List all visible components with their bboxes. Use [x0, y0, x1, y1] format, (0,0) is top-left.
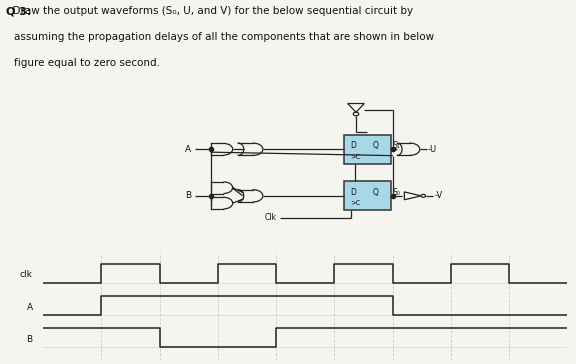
Text: figure equal to zero second.: figure equal to zero second. [14, 58, 160, 68]
Text: D: D [350, 188, 356, 197]
Text: -V: -V [434, 191, 442, 200]
FancyBboxPatch shape [344, 181, 391, 210]
Text: >C: >C [350, 154, 360, 159]
Text: Clk: Clk [264, 213, 276, 222]
Text: -U: -U [427, 145, 437, 154]
Text: B: B [26, 335, 33, 344]
Text: Draw the output waveforms (S₀, U, and V) for the below sequential circuit by: Draw the output waveforms (S₀, U, and V)… [6, 6, 413, 16]
Text: S₀: S₀ [393, 188, 401, 197]
Text: >C: >C [350, 200, 360, 206]
Text: S₁: S₁ [393, 141, 400, 150]
Text: Q: Q [373, 141, 379, 150]
Text: clk: clk [20, 270, 33, 280]
FancyBboxPatch shape [344, 135, 391, 164]
Text: A: A [26, 303, 33, 312]
Text: B: B [185, 191, 191, 200]
Text: A: A [185, 145, 191, 154]
Text: Q 3:: Q 3: [6, 6, 31, 16]
Text: assuming the propagation delays of all the components that are shown in below: assuming the propagation delays of all t… [14, 32, 434, 42]
Text: D: D [350, 141, 356, 150]
Text: Q: Q [373, 188, 379, 197]
